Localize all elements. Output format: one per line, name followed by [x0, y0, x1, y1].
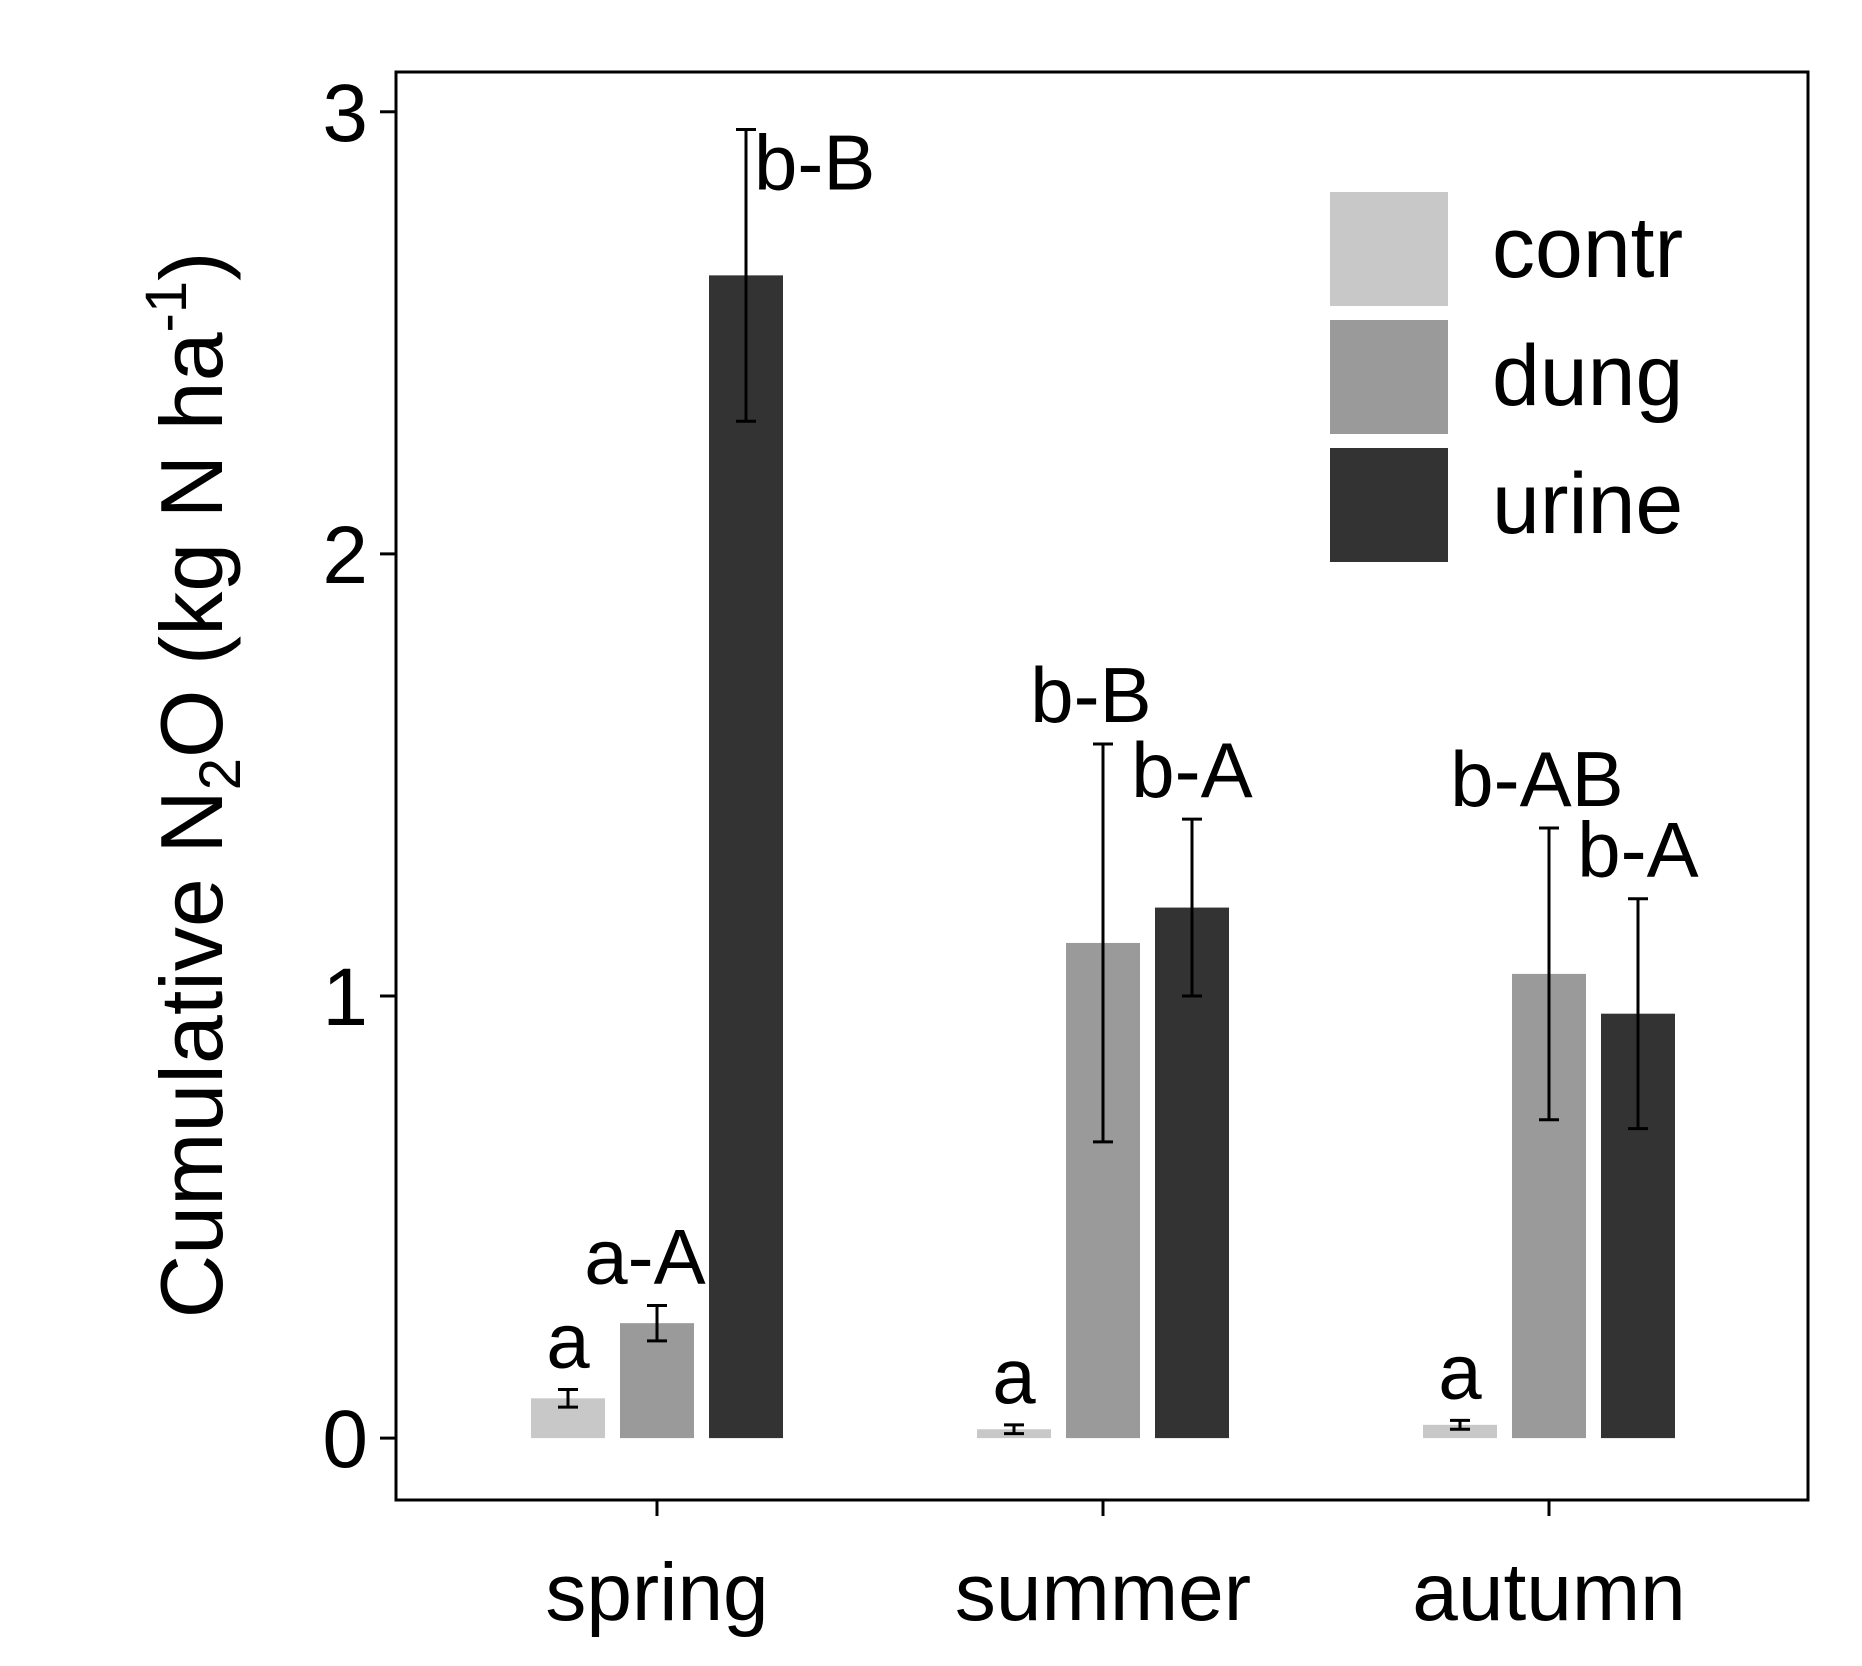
- legend-swatch: [1330, 448, 1448, 562]
- significance-label: b-B: [1030, 651, 1151, 739]
- significance-label: b-A: [1577, 806, 1698, 894]
- significance-label: a: [546, 1296, 590, 1384]
- significance-labels: aa-Ab-Bab-Bb-Aab-ABb-A: [546, 118, 1698, 1419]
- bar: [709, 275, 783, 1439]
- y-tick-label: 2: [322, 510, 368, 601]
- significance-label: b-AB: [1450, 735, 1623, 823]
- y-axis-title-main: Cumulative N: [142, 790, 241, 1318]
- x-tick-label: summer: [955, 1547, 1251, 1638]
- legend-label: contr: [1492, 200, 1683, 296]
- legend-label: urine: [1492, 456, 1683, 552]
- y-tick-label: 1: [322, 952, 368, 1043]
- significance-label: b-A: [1131, 726, 1252, 814]
- y-tick-label: 0: [322, 1394, 368, 1485]
- significance-label: a-A: [584, 1212, 705, 1300]
- y-axis-title: Cumulative N2O (kg N ha-1): [134, 252, 253, 1319]
- bar: [1423, 1424, 1497, 1439]
- y-axis: 0 1 2 3: [322, 68, 396, 1485]
- y-axis-title-subscript: 2: [188, 758, 253, 790]
- significance-label: a: [1438, 1327, 1482, 1415]
- x-tick-label: autumn: [1412, 1547, 1686, 1638]
- y-tick-label: 3: [322, 68, 368, 159]
- x-axis: spring summer autumn: [545, 1500, 1686, 1638]
- legend-label: dung: [1492, 328, 1683, 424]
- y-axis-title-rest: O (kg N ha: [142, 332, 241, 758]
- significance-label: b-B: [754, 118, 875, 206]
- y-axis-title-superscript: -1: [134, 281, 199, 333]
- x-tick-label: spring: [545, 1547, 768, 1638]
- significance-label: a: [992, 1332, 1036, 1420]
- legend-swatch: [1330, 320, 1448, 434]
- y-axis-title-close: ): [142, 252, 241, 281]
- legend-swatch: [1330, 192, 1448, 306]
- legend: contr dung urine: [1330, 192, 1683, 562]
- error-bars: [558, 127, 1648, 1436]
